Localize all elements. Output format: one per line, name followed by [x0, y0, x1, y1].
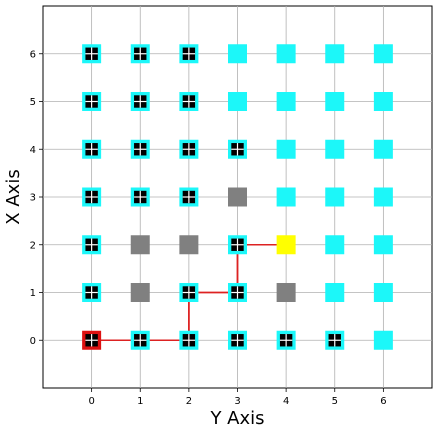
grid-cell-goal: [276, 235, 296, 255]
grid-cell-obstacle: [276, 283, 296, 302]
y-tick-label: 5: [30, 97, 36, 108]
y-tick-label: 3: [30, 193, 36, 204]
grid-cell-obstacle: [130, 235, 150, 255]
grid-cell-free: [373, 187, 393, 207]
grid-cell-free: [325, 92, 345, 111]
x-tick-label: 2: [186, 396, 192, 407]
grid-cell-free: [325, 235, 345, 255]
grid-cell-free: [325, 44, 345, 64]
grid-cell-free: [373, 92, 393, 111]
grid-cell-free: [373, 330, 393, 350]
x-tick-label: 6: [380, 396, 386, 407]
grid-cell-obstacle: [130, 283, 150, 302]
grid-cell-free: [276, 187, 296, 207]
grid-cell-free: [373, 235, 393, 255]
x-tick-label: 5: [332, 396, 338, 407]
grid-cell-free: [276, 44, 296, 64]
cell-layer: [82, 44, 393, 350]
tick-layer: 0 1 2 3 4 5 6 0 1 2 3 4 5 6: [30, 49, 387, 407]
y-tick-label: 1: [30, 288, 36, 299]
x-axis-label: Y Axis: [209, 408, 264, 429]
grid-cell-free: [373, 283, 393, 302]
x-tick-label: 3: [234, 396, 240, 407]
grid-cell-free: [373, 139, 393, 159]
x-tick-label: 0: [88, 396, 94, 407]
y-tick-label: 6: [30, 49, 36, 60]
x-tick-label: 4: [283, 396, 289, 407]
grid-cell-free: [228, 44, 247, 64]
x-tick-label: 1: [137, 396, 143, 407]
grid-cell-obstacle: [179, 235, 199, 255]
grid-cell-obstacle: [228, 187, 247, 207]
grid-cell-free: [228, 92, 247, 111]
grid-cell-free: [325, 139, 345, 159]
y-axis-label: X Axis: [3, 169, 24, 224]
grid-cell-free: [276, 92, 296, 111]
grid-cell-free: [373, 44, 393, 64]
y-tick-label: 0: [30, 336, 36, 347]
grid-cell-free: [325, 187, 345, 207]
grid-cell-free: [325, 283, 345, 302]
grid-cell-free: [276, 139, 296, 159]
y-tick-label: 2: [30, 240, 36, 251]
y-tick-label: 4: [30, 145, 36, 156]
